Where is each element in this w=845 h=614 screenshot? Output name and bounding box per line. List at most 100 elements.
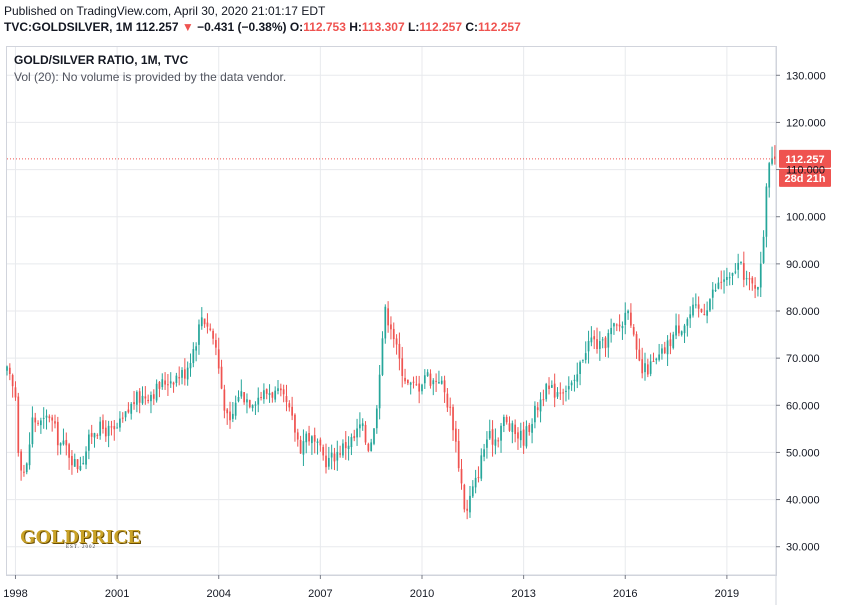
candle-body [96, 434, 99, 436]
candle-body [347, 445, 350, 450]
candle-body [316, 441, 319, 443]
last-price-tag-text: 112.257 [785, 154, 824, 166]
candle-body [313, 435, 316, 442]
candle-body [559, 392, 562, 394]
countdown-tag-text: 28d 21h [785, 173, 826, 185]
candle-body [491, 429, 494, 445]
goldprice-logo: GOLDPRICE EST. 2002 [20, 527, 155, 553]
candle-body [220, 366, 223, 389]
chart-legend: GOLD/SILVER RATIO, 1M, TVC Vol (20): No … [14, 52, 286, 86]
candle-body [666, 340, 669, 355]
candle-body [79, 465, 82, 471]
candle-body [432, 380, 435, 385]
candle-body [378, 374, 381, 409]
candle-body [726, 277, 728, 280]
candle-body [686, 319, 689, 326]
candle-body [658, 354, 660, 360]
candle-body [135, 391, 138, 405]
candle-body [517, 432, 519, 439]
candle-body [189, 362, 192, 369]
x-tick-label: 2010 [410, 588, 434, 600]
candle-body [728, 277, 731, 279]
candle-body [714, 290, 717, 292]
candle-body [757, 286, 759, 290]
x-tick-label: 2013 [511, 588, 535, 600]
candle-body [223, 389, 226, 411]
candle-body [356, 428, 358, 438]
x-tick-label: 2001 [105, 588, 129, 600]
y-tick-label: 30.000 [786, 542, 820, 554]
candle-body [93, 433, 96, 438]
candle-body [443, 380, 446, 393]
candle-body [519, 430, 522, 441]
candle-body [299, 439, 302, 454]
low-value: 112.257 [419, 20, 463, 34]
candle-body [601, 339, 604, 341]
candle-body [627, 310, 629, 314]
candle-body [477, 477, 480, 479]
candle-body [85, 451, 87, 465]
candle-body [415, 384, 418, 386]
candle-body [305, 433, 308, 443]
candle-body [539, 399, 542, 412]
candle-body [110, 426, 113, 428]
candle-body [525, 426, 528, 447]
candle-body [277, 388, 279, 392]
candle-body [390, 324, 392, 330]
candle-body [251, 405, 254, 409]
candle-body [398, 343, 401, 359]
candle-body [418, 383, 421, 392]
candle-body [565, 390, 567, 392]
candle-body [562, 392, 565, 394]
candle-body [395, 338, 398, 345]
logo-wordmark: GOLDPRICE [20, 526, 142, 548]
candle-body [217, 349, 220, 369]
candle-body [263, 390, 265, 400]
candle-body [455, 428, 457, 442]
candle-body [302, 441, 305, 455]
candle-body [522, 429, 525, 446]
low-label: L: [407, 20, 420, 34]
candle-body [370, 442, 373, 452]
candle-body [421, 384, 423, 392]
candle-body [542, 399, 545, 401]
y-tick-label: 120.000 [786, 117, 826, 129]
x-tick-label: 2016 [613, 588, 637, 600]
candle-body [107, 425, 110, 436]
candle-body [229, 411, 231, 421]
candle-body [409, 382, 412, 385]
candle-body [260, 397, 262, 399]
candle-body [212, 330, 214, 339]
candle-body [37, 422, 39, 424]
candle-body [147, 399, 150, 402]
candle-body [748, 278, 751, 280]
candle-body [203, 318, 206, 325]
candle-body [200, 317, 203, 327]
candle-body [759, 263, 762, 288]
candle-body [556, 392, 559, 397]
candle-body [536, 407, 539, 411]
candle-body [765, 186, 768, 237]
y-tick-label: 70.000 [786, 353, 820, 365]
candle-body [375, 408, 378, 429]
last-price: 112.257 [135, 20, 179, 34]
candle-body [661, 348, 663, 354]
candle-body [460, 468, 463, 484]
candle-body [635, 334, 638, 350]
candle-body [20, 451, 22, 471]
candle-body [116, 427, 118, 429]
candle-body [141, 395, 144, 404]
candle-body [237, 397, 240, 402]
candle-body [25, 463, 28, 473]
candle-body [740, 262, 742, 264]
x-tick-label: 2019 [715, 588, 739, 600]
candle-body [8, 367, 11, 375]
change-value: −0.431 (−0.38%) [197, 20, 287, 34]
candle-body [54, 421, 56, 424]
candle-body [508, 423, 511, 431]
candle-body [649, 361, 652, 374]
candle-body [457, 440, 460, 469]
candle-body [333, 453, 336, 462]
candle-body [150, 394, 152, 402]
